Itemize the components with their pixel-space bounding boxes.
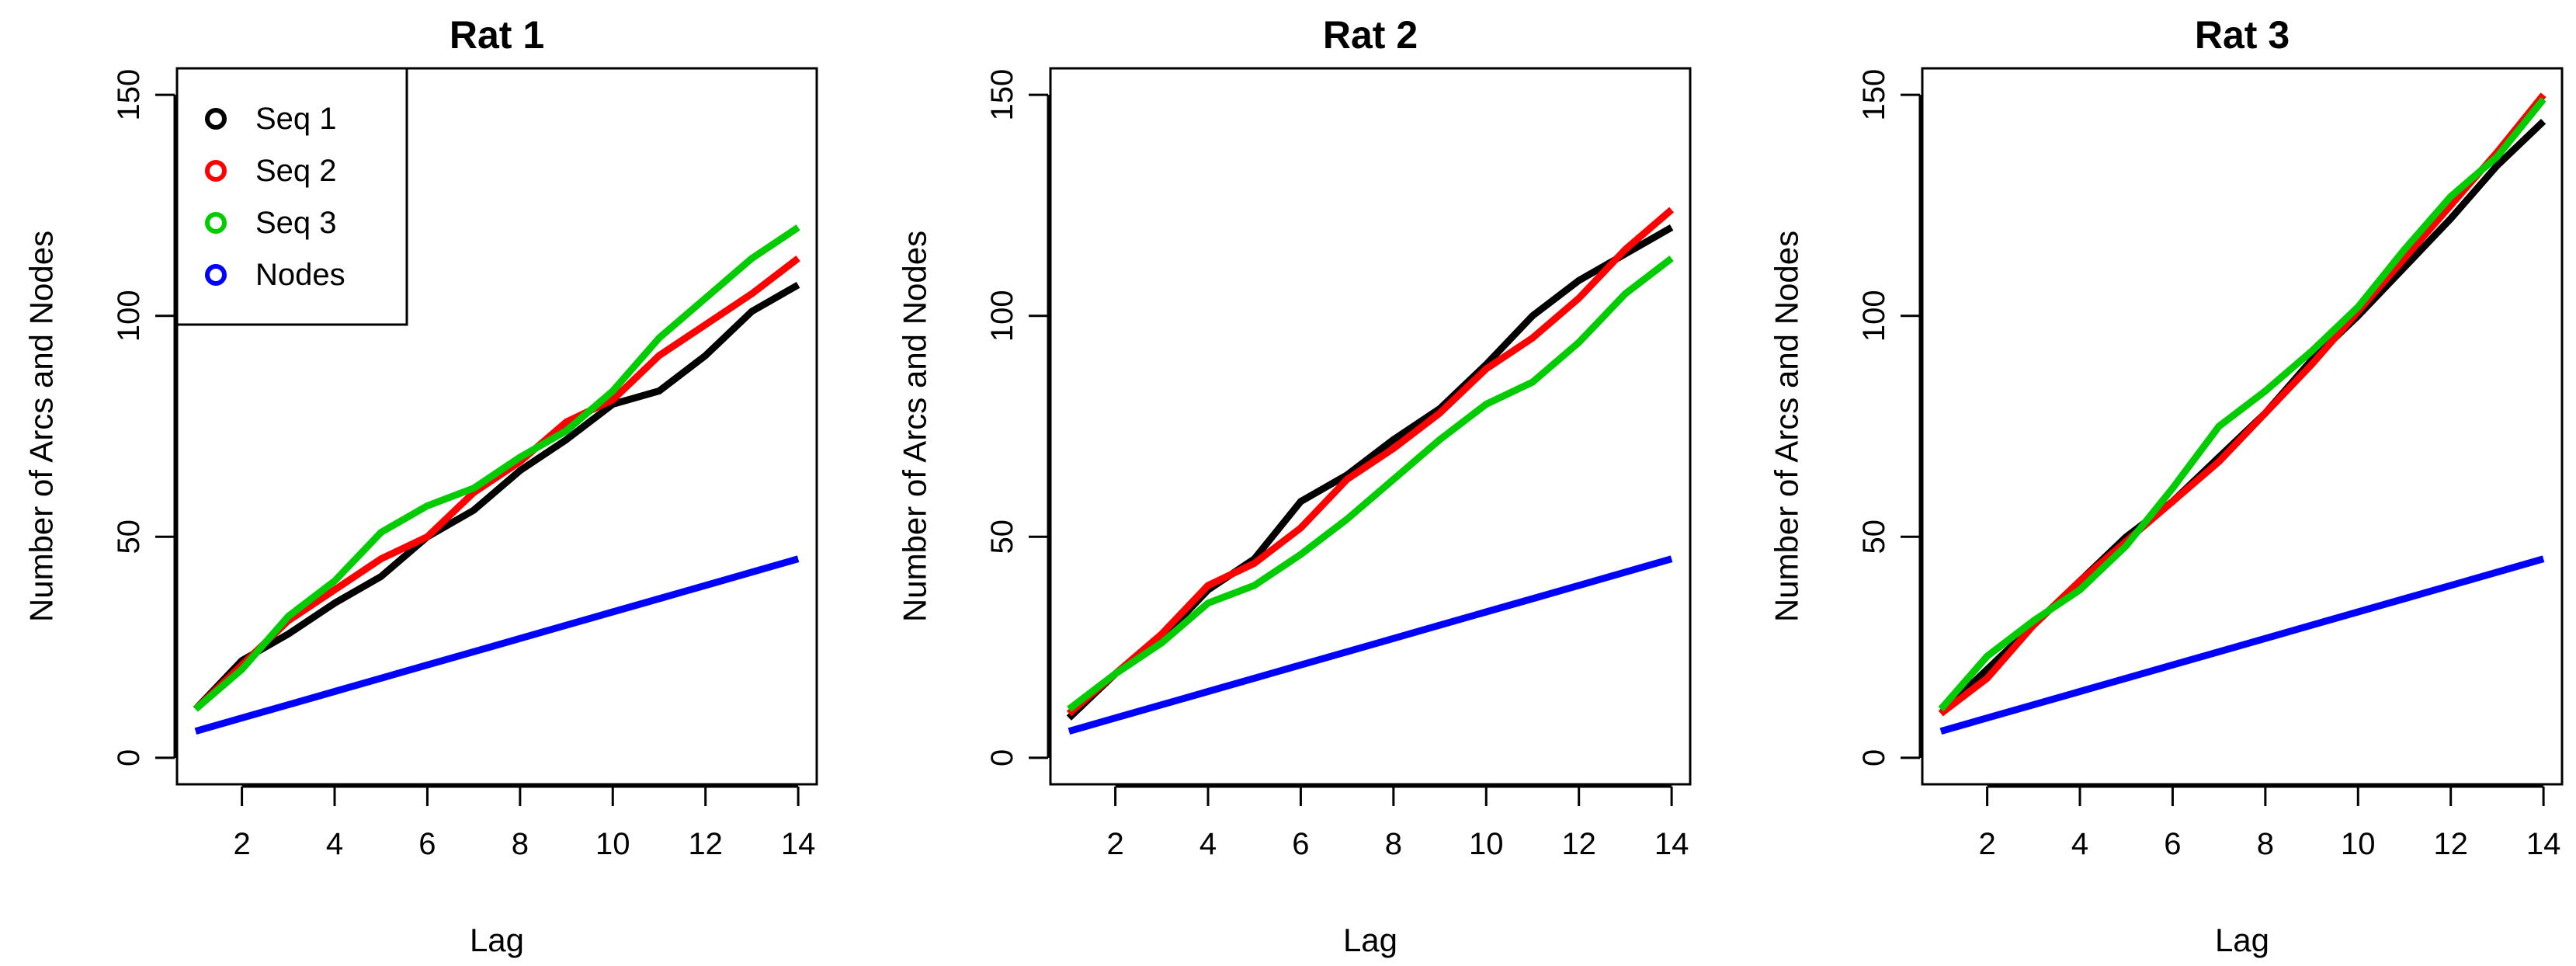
x-tick-label: 10 [595,827,630,861]
x-tick-label: 10 [1469,827,1504,861]
y-tick-label: 50 [1857,519,1891,554]
x-axis-label: Lag [1343,922,1397,958]
chart-title: Rat 2 [1323,13,1418,57]
series-line-seq-2 [193,255,800,712]
x-tick-label: 2 [1106,827,1123,861]
chart-title: Rat 1 [450,13,544,57]
y-axis-label: Number of Arcs and Nodes [897,231,933,622]
x-tick-label: 6 [418,827,436,861]
x-axis-label: Lag [470,922,524,958]
legend-label-seq-2: Seq 2 [255,154,337,188]
series-line-nodes [1068,555,1673,735]
chart-title: Rat 3 [2195,13,2290,57]
x-tick-label: 12 [2433,827,2468,861]
series-line-seq-1 [193,281,800,712]
y-tick-label: 100 [112,290,146,342]
x-tick-label: 10 [2341,827,2376,861]
series-line-nodes [194,555,800,735]
x-tick-label: 4 [326,827,343,861]
legend-label-seq-1: Seq 1 [255,102,337,136]
x-tick-label: 14 [781,827,816,861]
y-axis-label: Number of Arcs and Nodes [1769,231,1805,622]
legend-label-seq-3: Seq 3 [255,206,337,240]
x-tick-label: 4 [1199,827,1217,861]
legend-marker-seq-1 [205,108,227,130]
legend-marker-nodes [205,264,227,286]
x-tick-label: 8 [2257,827,2274,861]
x-tick-label: 8 [1385,827,1402,861]
x-tick-label: 14 [1654,827,1689,861]
x-tick-label: 6 [1292,827,1309,861]
y-tick-label: 150 [1857,69,1891,121]
series-line-seq-3 [1067,255,1674,712]
y-tick-label: 100 [1857,290,1891,342]
x-tick-label: 12 [1561,827,1596,861]
chart-panel-rat-2: Rat 2 2 4 6 8 10 12 14 Lag 0 50 100 150 Number of Arc… [897,13,1692,958]
series-line-nodes [1939,555,2545,735]
y-tick-label: 0 [1857,749,1891,766]
series-line-seq-2 [1066,207,1675,717]
x-tick-label: 2 [1978,827,1995,861]
x-tick-label: 4 [2071,827,2088,861]
y-tick-label: 50 [985,519,1019,554]
y-tick-label: 0 [112,749,146,766]
y-tick-label: 150 [985,69,1019,121]
x-tick-label: 14 [2526,827,2561,861]
legend-marker-seq-3 [205,212,227,234]
y-tick-label: 150 [112,69,146,121]
x-tick-label: 2 [233,827,250,861]
x-axis-label: Lag [2215,922,2269,958]
legend-label-nodes: Nodes [255,258,345,292]
x-tick-label: 6 [2164,827,2181,861]
legend: Seq 1 Seq 2 Seq 3 Nodes [175,67,408,326]
chart-panel-rat-1: Rat 1 2 4 6 8 10 12 14 Lag 0 50 100 150 Number of Arc… [23,13,818,958]
chart-panel-rat-3: Rat 3 2 4 6 8 10 12 14 Lag 0 50 100 150 Number of Arc… [1769,13,2564,958]
plot-frame [1049,67,1692,786]
y-tick-label: 50 [112,519,146,554]
y-tick-label: 0 [985,749,1019,766]
series-line-seq-3 [193,224,800,712]
y-axis-label: Number of Arcs and Nodes [23,231,60,622]
x-tick-label: 12 [688,827,723,861]
legend-marker-seq-2 [205,160,227,182]
plot-frame [1921,67,2564,786]
y-tick-label: 100 [985,290,1019,342]
x-tick-label: 8 [512,827,529,861]
series-line-seq-3 [1938,96,2546,712]
plot-frame [175,67,818,786]
